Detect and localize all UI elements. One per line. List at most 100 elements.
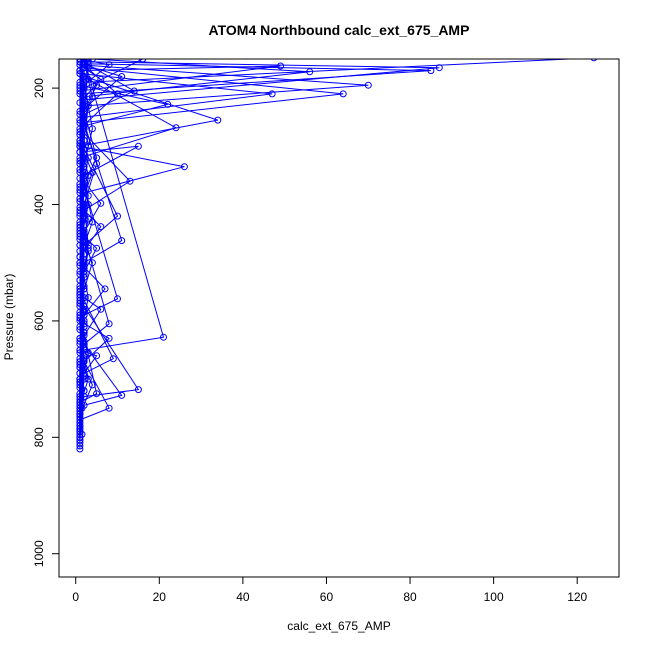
data-point [93,244,101,252]
series-line [79,61,440,426]
data-point [134,386,142,394]
data-point [105,334,113,342]
series-group [76,59,598,453]
x-tick-label: 120 [567,590,587,604]
data-point [84,59,92,63]
chart-title: ATOM4 Northbound calc_ext_675_AMP [209,22,470,38]
y-axis: 200 400 600 800 1000 [32,78,60,567]
series-line [79,79,89,417]
data-point [80,294,88,302]
data-point [88,125,96,133]
data-point [277,62,284,70]
data-point [105,61,113,69]
data-point [97,75,105,83]
y-tick-label: 200 [32,78,46,98]
data-point [134,142,142,150]
data-point [93,81,101,89]
data-point [364,81,372,89]
y-tick-label: 800 [32,427,46,447]
data-point [130,87,138,95]
data-point [93,390,101,398]
data-point [76,413,84,421]
data-point [139,59,147,63]
data-point [84,64,92,72]
data-point [80,160,88,168]
data-point [214,116,222,124]
data-point [339,90,347,98]
series-line [79,67,344,435]
data-point [118,73,126,80]
data-point [435,64,443,72]
data-point [88,59,96,63]
data-point [105,320,113,328]
data-point [590,59,598,62]
series-line [79,63,431,432]
data-point [80,145,88,153]
series-line [79,59,310,429]
data-point [88,169,96,176]
y-tick-label: 400 [32,194,46,214]
data-point [97,199,105,207]
data-point [76,334,84,342]
data-point [76,59,84,63]
data-point [80,75,88,83]
x-axis-label: calc_ext_675_AMP [287,619,390,633]
data-point [306,68,314,76]
data-point [118,237,126,245]
x-axis: 0 20 40 60 80 100 120 [72,576,588,604]
y-tick-label: 600 [32,311,46,331]
data-point [105,404,113,412]
data-point [88,93,96,101]
data-point [172,124,180,132]
data-point [76,430,84,438]
series-line [79,76,218,438]
data-point [76,203,84,211]
x-tick-label: 20 [153,590,167,604]
series-line [79,70,93,435]
data-point [109,355,117,363]
data-point [160,333,167,341]
data-point [180,163,188,171]
series-line [79,67,98,441]
data-point [76,67,84,75]
data-point [80,387,88,395]
data-point [76,166,84,174]
data-point [76,445,84,453]
plot-frame [58,58,620,578]
y-axis-label: Pressure (mbar) [2,274,16,361]
data-point [101,285,109,293]
y-tick-label: 1000 [32,540,46,567]
data-point [93,352,101,360]
plot-area [76,59,598,453]
data-point [76,267,84,275]
data-point [268,90,276,98]
data-point [80,273,88,281]
series-line [79,65,281,444]
series-line [79,73,273,420]
data-point [84,244,92,252]
x-tick-label: 100 [484,590,504,604]
data-point [114,295,121,303]
x-tick-label: 0 [72,590,79,604]
data-point [76,349,84,357]
x-tick-label: 40 [236,590,250,604]
data-point [114,90,121,98]
series-line [79,64,369,441]
data-point [80,308,88,316]
x-tick-label: 60 [320,590,334,604]
data-point [97,305,105,313]
data-point [80,372,88,380]
data-point [84,215,92,223]
data-point [97,223,105,231]
data-point [76,110,84,118]
data-point [76,183,84,191]
x-tick-label: 80 [403,590,417,604]
series-line [79,59,93,423]
data-point [114,212,121,220]
data-point [164,100,172,108]
data-point [93,154,101,162]
data-point [76,253,84,261]
data-point [118,391,126,399]
data-point [88,381,96,389]
